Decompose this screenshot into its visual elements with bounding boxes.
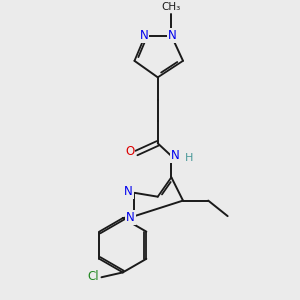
Text: CH₃: CH₃ — [162, 2, 181, 13]
Text: Cl: Cl — [87, 270, 99, 283]
Text: N: N — [168, 29, 177, 42]
Text: N: N — [126, 211, 135, 224]
Text: N: N — [171, 149, 180, 162]
Text: H: H — [184, 153, 193, 163]
Text: N: N — [140, 29, 148, 42]
Text: N: N — [124, 185, 133, 198]
Text: O: O — [125, 145, 134, 158]
